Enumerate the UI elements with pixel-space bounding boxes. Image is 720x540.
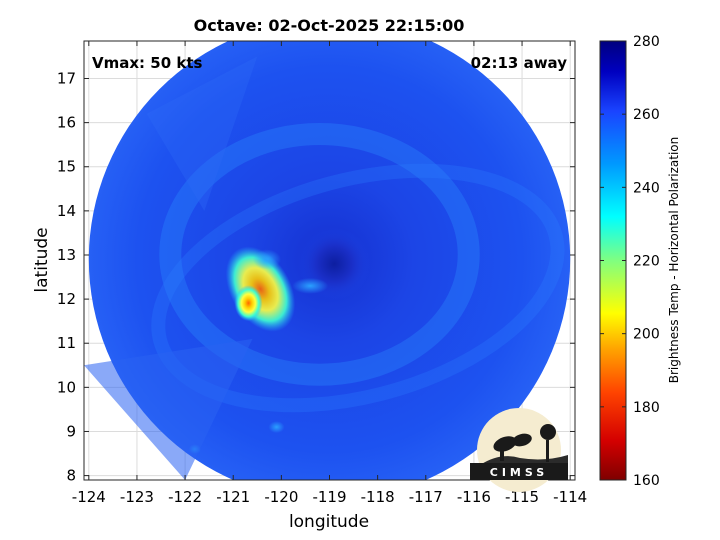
colorbar-label: Brightness Temp - Horizontal Polarizatio…	[667, 137, 681, 384]
colorbar-ticks: 160 180 200 220 240 260 280	[600, 34, 660, 489]
x-tick-label: -123	[120, 488, 154, 506]
y-tick-label: 10	[57, 378, 76, 396]
colorbar-gradient	[599, 40, 627, 481]
colorbar-tick-label: 260	[633, 107, 660, 123]
logo-text: CIMSS	[490, 466, 548, 479]
colorbar-tick-label: 200	[633, 327, 660, 343]
x-axis-ticks: -124 -123 -122 -121 -120 -119 -118 -117 -116 -115…	[72, 41, 587, 506]
scan-seam-sector	[84, 338, 253, 480]
y-tick-label: 12	[57, 290, 76, 308]
swath-features	[84, 56, 565, 480]
x-tick-label: -124	[72, 488, 106, 506]
convective-cell	[252, 249, 281, 270]
x-tick-label: -118	[361, 488, 395, 506]
microwave-swath	[84, 41, 571, 480]
x-tick-label: -117	[409, 488, 443, 506]
x-tick-label: -114	[553, 488, 587, 506]
y-tick-label: 9	[66, 422, 76, 440]
cimss-logo: CIMSS	[470, 408, 568, 492]
logo-dish-right	[512, 433, 532, 447]
deep-convection-core	[234, 285, 263, 322]
colorbar: 160 180 200 220 240 260 280 Brightness Temp - …	[599, 34, 681, 489]
logo-dish-left	[493, 436, 517, 452]
x-tick-label: -115	[505, 488, 539, 506]
y-tick-label: 15	[57, 158, 76, 176]
time-away-annotation: 02:13 away	[471, 54, 568, 72]
y-tick-label: 17	[57, 70, 76, 88]
x-tick-label: -121	[216, 488, 250, 506]
x-tick-label: -120	[264, 488, 298, 506]
y-axis-label: latitude	[32, 227, 52, 292]
logo-dish-stand	[500, 449, 504, 461]
logo-banner	[470, 463, 568, 480]
colorbar-tick-label: 180	[633, 400, 660, 416]
y-tick-label: 16	[57, 114, 76, 132]
x-tick-label: -119	[312, 488, 346, 506]
logo-water-tank	[540, 424, 556, 440]
x-tick-label: -116	[457, 488, 491, 506]
y-tick-label: 13	[57, 246, 76, 264]
x-tick-label: -122	[168, 488, 202, 506]
colorbar-tick-label: 220	[633, 254, 660, 270]
y-axis-ticks: 8 9 10 11 12 13 14 15 16 17	[57, 70, 575, 485]
colorbar-tick-label: 280	[633, 34, 660, 50]
logo-tower	[546, 440, 549, 462]
y-tick-label: 14	[57, 202, 76, 220]
outer-band	[151, 163, 565, 413]
colorbar-tick-label: 160	[633, 473, 660, 489]
x-axis-label: longitude	[289, 512, 369, 532]
figure-title: Octave: 02-Oct-2025 22:15:00	[194, 16, 465, 35]
y-tick-label: 8	[66, 467, 76, 485]
y-tick-label: 11	[57, 334, 76, 352]
convective-cell	[268, 421, 285, 434]
colorbar-tick-label: 240	[633, 180, 660, 196]
scan-seam-sector	[146, 56, 258, 211]
convective-cell	[292, 277, 329, 294]
spiral-band	[159, 123, 480, 386]
vmax-annotation: Vmax: 50 kts	[92, 54, 202, 72]
